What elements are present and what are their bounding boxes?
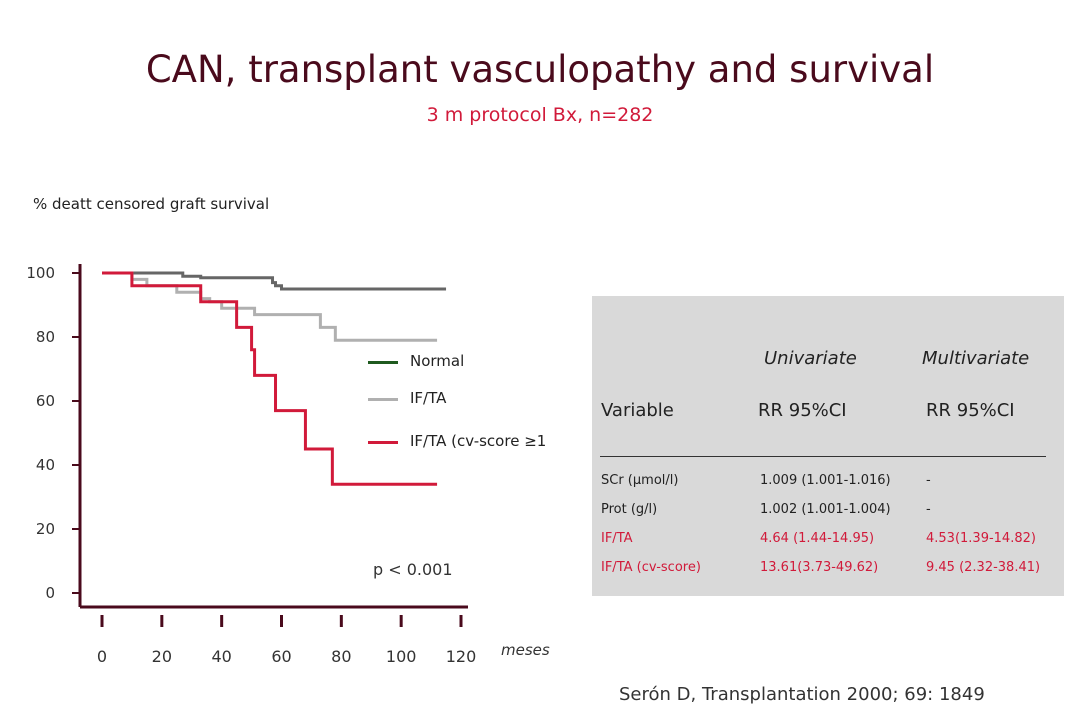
slide-subtitle: 3 m protocol Bx, n=282 xyxy=(426,104,654,126)
y-tick-label-40: 40 xyxy=(36,456,55,474)
y-tick-label-100: 100 xyxy=(26,264,55,282)
row-scr-multivariate: - xyxy=(926,473,931,488)
x-tick-label-100: 100 xyxy=(386,647,417,666)
x-tick-label-0: 0 xyxy=(97,647,107,666)
x-axis-label: meses xyxy=(501,641,550,659)
row-ifta-univariate: 4.64 (1.44-14.95) xyxy=(760,531,875,546)
p-value-annotation: p < 0.001 xyxy=(373,560,453,579)
x-tick-label-20: 20 xyxy=(152,647,172,666)
y-tick-label-60: 60 xyxy=(36,392,55,410)
legend-line-cv xyxy=(368,441,398,444)
row-cv-variable: IF/TA (cv-score) xyxy=(601,560,701,575)
row-prot-univariate: 1.002 (1.001-1.004) xyxy=(760,502,891,517)
series-line-ifta xyxy=(102,271,438,342)
x-tick-label-40: 40 xyxy=(211,647,231,666)
table-divider xyxy=(600,456,1046,457)
citation: Serón D, Transplantation 2000; 69: 1849 xyxy=(619,684,985,705)
legend-line-normal xyxy=(368,361,398,364)
x-tick-label-120: 120 xyxy=(446,647,477,666)
legend-label-normal: Normal xyxy=(410,352,465,370)
header-multivariate: Multivariate xyxy=(922,348,1030,369)
row-scr-univariate: 1.009 (1.001-1.016) xyxy=(760,473,891,488)
x-tick-label-80: 80 xyxy=(331,647,351,666)
header-rr-multivariate: RR 95%CI xyxy=(926,400,1015,421)
row-cv-multivariate: 9.45 (2.32-38.41) xyxy=(926,560,1041,575)
header-univariate: Univariate xyxy=(764,348,857,369)
legend-label-ifta: IF/TA xyxy=(410,389,447,407)
slide-title: CAN, transplant vasculopathy and surviva… xyxy=(145,48,935,91)
legend-line-ifta xyxy=(368,398,398,401)
header-variable: Variable xyxy=(601,400,674,421)
row-ifta-multivariate: 4.53(1.39-14.82) xyxy=(926,531,1036,546)
y-tick-label-80: 80 xyxy=(36,328,55,346)
y-axis-label: % deatt censored graft survival xyxy=(33,195,270,213)
x-tick-label-60: 60 xyxy=(271,647,291,666)
row-ifta-variable: IF/TA xyxy=(601,531,633,546)
y-tick-label-0: 0 xyxy=(45,584,55,602)
row-scr-variable: SCr (μmol/l) xyxy=(601,473,679,488)
header-rr-univariate: RR 95%CI xyxy=(758,400,847,421)
y-tick-label-20: 20 xyxy=(36,520,55,538)
row-cv-univariate: 13.61(3.73-49.62) xyxy=(760,560,879,575)
series-line-normal xyxy=(102,271,447,291)
row-prot-variable: Prot (g/l) xyxy=(601,502,658,517)
row-prot-multivariate: - xyxy=(926,502,931,517)
legend-label-cv: IF/TA (cv-score ≥1 xyxy=(410,432,547,450)
series-line-cv-score xyxy=(102,271,438,486)
regression-table: Univariate Multivariate Variable RR 95%C… xyxy=(592,296,1064,596)
